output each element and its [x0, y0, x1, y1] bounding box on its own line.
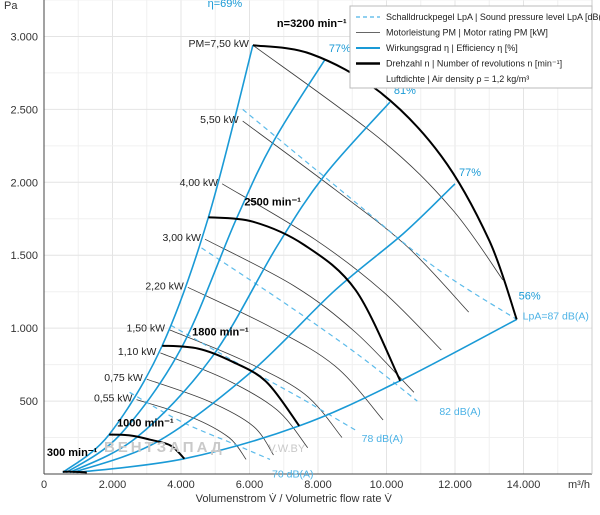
motor-rating-line [136, 399, 247, 460]
sound-level-line [129, 391, 271, 460]
curve-labels: n=3200 min⁻¹ 2500 min⁻¹ 1800 min⁻¹ 1000 min… [47, 0, 589, 480]
legend-box [349, 5, 593, 89]
efficiency-label: η=69% [208, 0, 243, 10]
speed-curve [162, 344, 300, 427]
sound-level-label: 82 dB(A) [439, 406, 480, 418]
speed-curve [252, 44, 518, 320]
motor-rating-label: PM=7,50 kW [189, 38, 249, 50]
efficiency-label: 77% [459, 167, 481, 179]
legend-item-label: Luftdichte | Air density ρ = 1,2 kg/m³ [386, 74, 529, 84]
speed-curve [109, 433, 186, 460]
y-tick-label: 500 [20, 396, 38, 408]
speed-curve [208, 216, 402, 382]
motor-rating-label: 3,00 kW [162, 232, 201, 244]
x-tick-label: 12.000 [438, 479, 472, 491]
y-tick-label: 1.000 [10, 323, 38, 335]
y-tick-label: 3.000 [10, 31, 38, 43]
efficiency-label: 56% [519, 290, 541, 302]
x-tick-label: 10.000 [370, 479, 404, 491]
speed-label: 1000 min⁻¹ [117, 418, 174, 430]
x-tick-label: 14.000 [507, 479, 541, 491]
sound-level-line [242, 108, 518, 320]
motor-rating-line [187, 286, 384, 421]
motor-rating-label: 5,50 kW [200, 114, 239, 126]
y-tick-label: 2.500 [10, 104, 38, 116]
sound-level-label: 78 dB(A) [362, 433, 403, 445]
sound-level-label: 70 dB(A) [272, 468, 313, 480]
motor-rating-label: 4,00 kW [180, 177, 219, 189]
y-unit-label: Pa [4, 0, 18, 12]
motor-rating-label: 0,55 kW [94, 393, 133, 405]
legend-item-label: Drehzahl n | Number of revolutions n [mi… [386, 59, 562, 69]
legend: Schalldruckpegel LpA | Sound pressure le… [349, 5, 600, 89]
efficiency-line [72, 183, 456, 474]
efficiency-line [65, 59, 326, 474]
speed-label: 300 min⁻¹ [47, 447, 98, 459]
speed-curve [62, 470, 87, 474]
legend-item-label: Schalldruckpegel LpA | Sound pressure le… [386, 12, 600, 22]
efficiency-line [76, 318, 518, 474]
legend-item-label: Wirkungsgrad η | Efficiency η [%] [386, 43, 518, 53]
x-unit-label: m³/h [568, 479, 590, 491]
motor-rating-label: 0,75 kW [104, 372, 143, 384]
x-tick-label: 0 [41, 479, 47, 491]
legend-item-label: Motorleistung PM | Motor rating PM [kW] [386, 28, 548, 38]
motor-rating-line [168, 329, 343, 438]
efficiency-label: 77% [329, 43, 351, 55]
watermark-text: ВЕНТЗАПАД [104, 439, 225, 456]
x-tick-label: 6.000 [236, 479, 264, 491]
motor-rating-label: 1,50 kW [126, 323, 165, 335]
y-tick-label: 1.500 [10, 250, 38, 262]
speed-label: n=3200 min⁻¹ [277, 18, 347, 30]
motor-rating-label: 1,10 kW [118, 346, 157, 358]
motor-rating-label: 2,20 kW [145, 280, 184, 292]
x-tick-label: 8.000 [304, 479, 332, 491]
x-tick-label: 4.000 [167, 479, 195, 491]
speed-label: 1800 min⁻¹ [192, 327, 249, 339]
motor-rating-line [146, 378, 274, 456]
motor-rating-line [204, 238, 415, 393]
motor-rating-line [252, 44, 504, 281]
sound-level-label: LpA=87 dB(A) [523, 310, 589, 322]
x-axis-label: Volumenstrom V̇ / Volumetric flow rate V… [196, 492, 393, 505]
motor-rating-line [221, 183, 442, 351]
y-tick-label: 2.000 [10, 177, 38, 189]
x-tick-label: 2.000 [99, 479, 127, 491]
speed-label: 2500 min⁻¹ [244, 196, 301, 208]
motor-rating-line [160, 352, 309, 448]
speed-curves [62, 44, 518, 474]
watermark-url: V.W.BY [268, 443, 306, 455]
motor-rating-lines [136, 44, 504, 460]
motor-rating-line [242, 120, 469, 313]
efficiency-line [62, 45, 254, 474]
sound-level-line [201, 247, 418, 402]
